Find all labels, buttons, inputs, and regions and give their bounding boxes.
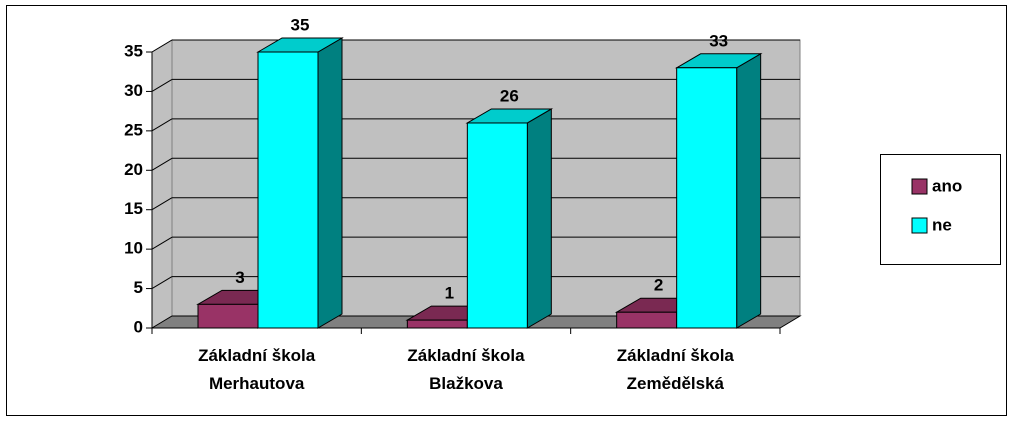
y-tick-label: 10 (124, 239, 143, 258)
value-label: 26 (500, 86, 519, 105)
legend-label: ano (932, 176, 962, 195)
y-tick-label: 15 (124, 199, 143, 218)
y-tick-label: 0 (134, 317, 143, 336)
x-tick-label: Základní škola Merhautova (198, 346, 316, 393)
bar (197, 303, 259, 329)
grid-line-side (151, 236, 173, 250)
bar (406, 319, 468, 329)
y-tick-label: 35 (124, 41, 143, 60)
y-tick-label: 5 (134, 278, 143, 297)
legend-swatch (911, 217, 928, 234)
y-tick-label: 25 (124, 120, 143, 139)
grid-line-side (151, 276, 173, 290)
legend-swatch (911, 178, 928, 195)
bar-side (526, 108, 552, 329)
y-tick-label: 20 (124, 160, 143, 179)
legend-label: ne (932, 215, 952, 234)
grid-line-side (151, 39, 173, 53)
x-tick-label: Základní škola Zemědělská (616, 346, 734, 393)
bar-side (317, 37, 343, 329)
value-label: 2 (654, 276, 663, 295)
bar-side (736, 52, 762, 329)
grid-line-side (151, 197, 173, 211)
grid-line-side (151, 78, 173, 92)
bar (676, 67, 738, 329)
value-label: 1 (445, 284, 454, 303)
y-tick-label: 30 (124, 81, 143, 100)
side-wall (151, 39, 173, 329)
legend-box (880, 154, 1001, 265)
grid-line-side (151, 157, 173, 171)
bar (466, 122, 528, 329)
x-tick-label: Základní škola Blažkova (407, 346, 525, 393)
bar (257, 51, 319, 329)
bar (616, 311, 678, 329)
value-label: 3 (235, 268, 244, 287)
value-label: 33 (709, 31, 728, 50)
grid-line-side (151, 118, 173, 132)
value-label: 35 (291, 15, 310, 34)
